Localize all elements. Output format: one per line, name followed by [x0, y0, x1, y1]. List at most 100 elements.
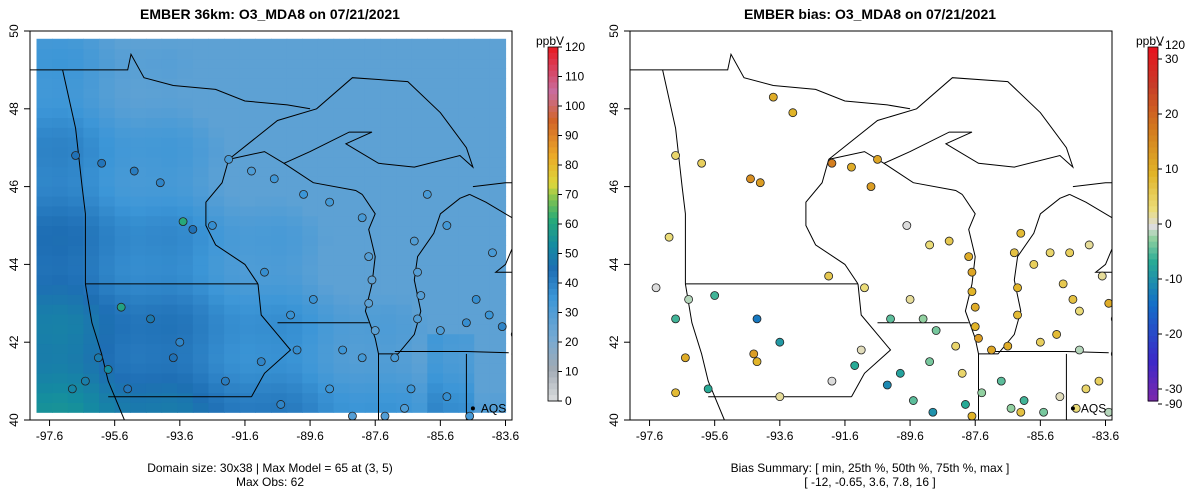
station-point — [406, 384, 416, 394]
colorbar-swatch — [1148, 135, 1158, 142]
grid-cell — [145, 215, 163, 227]
grid-cell — [99, 146, 116, 158]
grid-cell — [208, 323, 225, 335]
grid-cell — [114, 313, 131, 325]
grid-cell — [380, 166, 397, 177]
grid-cell — [208, 117, 225, 128]
grid-cell — [333, 156, 350, 168]
grid-cell — [239, 284, 256, 295]
grid-cell — [458, 166, 475, 177]
grid-cell — [396, 117, 413, 128]
grid-cell — [99, 137, 116, 148]
colorbar-swatch — [548, 76, 558, 83]
grid-cell — [286, 97, 303, 109]
grid-cell — [442, 107, 460, 118]
grid-cell — [130, 363, 147, 374]
grid-cell — [239, 127, 256, 138]
grid-cell — [489, 402, 507, 413]
colorbar-swatch — [548, 188, 558, 196]
grid-cell — [286, 186, 303, 197]
station-point — [1039, 407, 1049, 417]
grid-cell — [145, 343, 163, 354]
grid-cell — [36, 284, 53, 295]
colorbar-swatch — [548, 117, 558, 125]
colorbar-swatch — [1148, 318, 1158, 325]
grid-cell — [442, 353, 460, 364]
grid-cell — [380, 97, 397, 109]
station-point — [1013, 283, 1022, 293]
grid-cell — [177, 127, 194, 138]
colorbar-swatch — [1148, 253, 1158, 260]
station-point — [755, 178, 765, 188]
station-point — [1035, 337, 1045, 347]
grid-cell — [380, 127, 397, 138]
colorbar-swatch — [548, 165, 558, 172]
grid-cell — [83, 166, 100, 177]
grid-cell — [474, 87, 491, 99]
grid-cell — [271, 264, 288, 276]
plot-frame — [629, 30, 1113, 421]
colorbar-swatch — [548, 306, 558, 314]
grid-cell — [302, 107, 319, 118]
grid-cell — [317, 372, 335, 384]
grid-cell — [333, 225, 350, 236]
colorbar-swatch — [548, 135, 558, 142]
grid-cell — [380, 254, 397, 266]
grid-cell — [271, 363, 288, 374]
grid-cell — [145, 284, 163, 295]
grid-cell — [380, 117, 397, 128]
grid-cell — [380, 363, 397, 374]
colorbar-swatch — [1148, 241, 1158, 249]
grid-cell — [239, 333, 256, 345]
grid-cell — [52, 166, 69, 177]
grid-cell — [411, 353, 428, 364]
state-border-line — [994, 351, 1109, 354]
grid-cell — [396, 215, 413, 227]
grid-cell — [192, 382, 210, 394]
grid-cell — [396, 205, 413, 217]
grid-cell — [161, 87, 178, 99]
grid-cell — [36, 353, 53, 364]
grid-cell — [271, 225, 288, 236]
grid-cell — [442, 225, 460, 236]
grid-cell — [114, 353, 131, 364]
grid-cell — [83, 117, 100, 128]
grid-cell — [255, 117, 272, 128]
grid-cell — [396, 107, 413, 118]
grid-cell — [114, 78, 131, 89]
grid-cell — [442, 363, 460, 374]
grid-cell — [427, 304, 444, 315]
station-point — [1094, 376, 1104, 386]
station-point — [684, 295, 694, 304]
colorbar-swatch — [548, 294, 558, 302]
colorbar-swatch — [548, 342, 558, 349]
colorbar-swatch — [548, 353, 558, 361]
grid-cell — [239, 274, 256, 286]
colorbar-swatch — [548, 82, 558, 89]
grid-cell — [474, 323, 491, 335]
grid-cell — [396, 68, 413, 79]
grid-cell — [380, 156, 397, 168]
grid-cell — [427, 235, 444, 246]
grid-cell — [224, 363, 241, 374]
colorbar-swatch — [548, 271, 558, 278]
grid-cell — [239, 87, 256, 99]
grid-cell — [474, 137, 491, 148]
plot-frame — [29, 30, 513, 421]
station-point — [299, 189, 308, 199]
grid-cell — [99, 186, 116, 197]
grid-cell — [271, 235, 288, 246]
grid-cell — [239, 353, 256, 364]
station-point — [1029, 259, 1039, 269]
x-tick-label: -87.6 — [962, 429, 990, 443]
grid-cell — [130, 78, 147, 89]
grid-cell — [489, 353, 507, 364]
grid-cell — [255, 333, 272, 345]
grid-cell — [52, 333, 69, 345]
colorbar-swatch — [548, 70, 558, 78]
grid-cell — [302, 323, 319, 335]
grid-cell — [349, 78, 366, 89]
grid-cell — [145, 127, 163, 138]
grid-cell — [239, 146, 256, 158]
grid-cell — [224, 372, 241, 384]
